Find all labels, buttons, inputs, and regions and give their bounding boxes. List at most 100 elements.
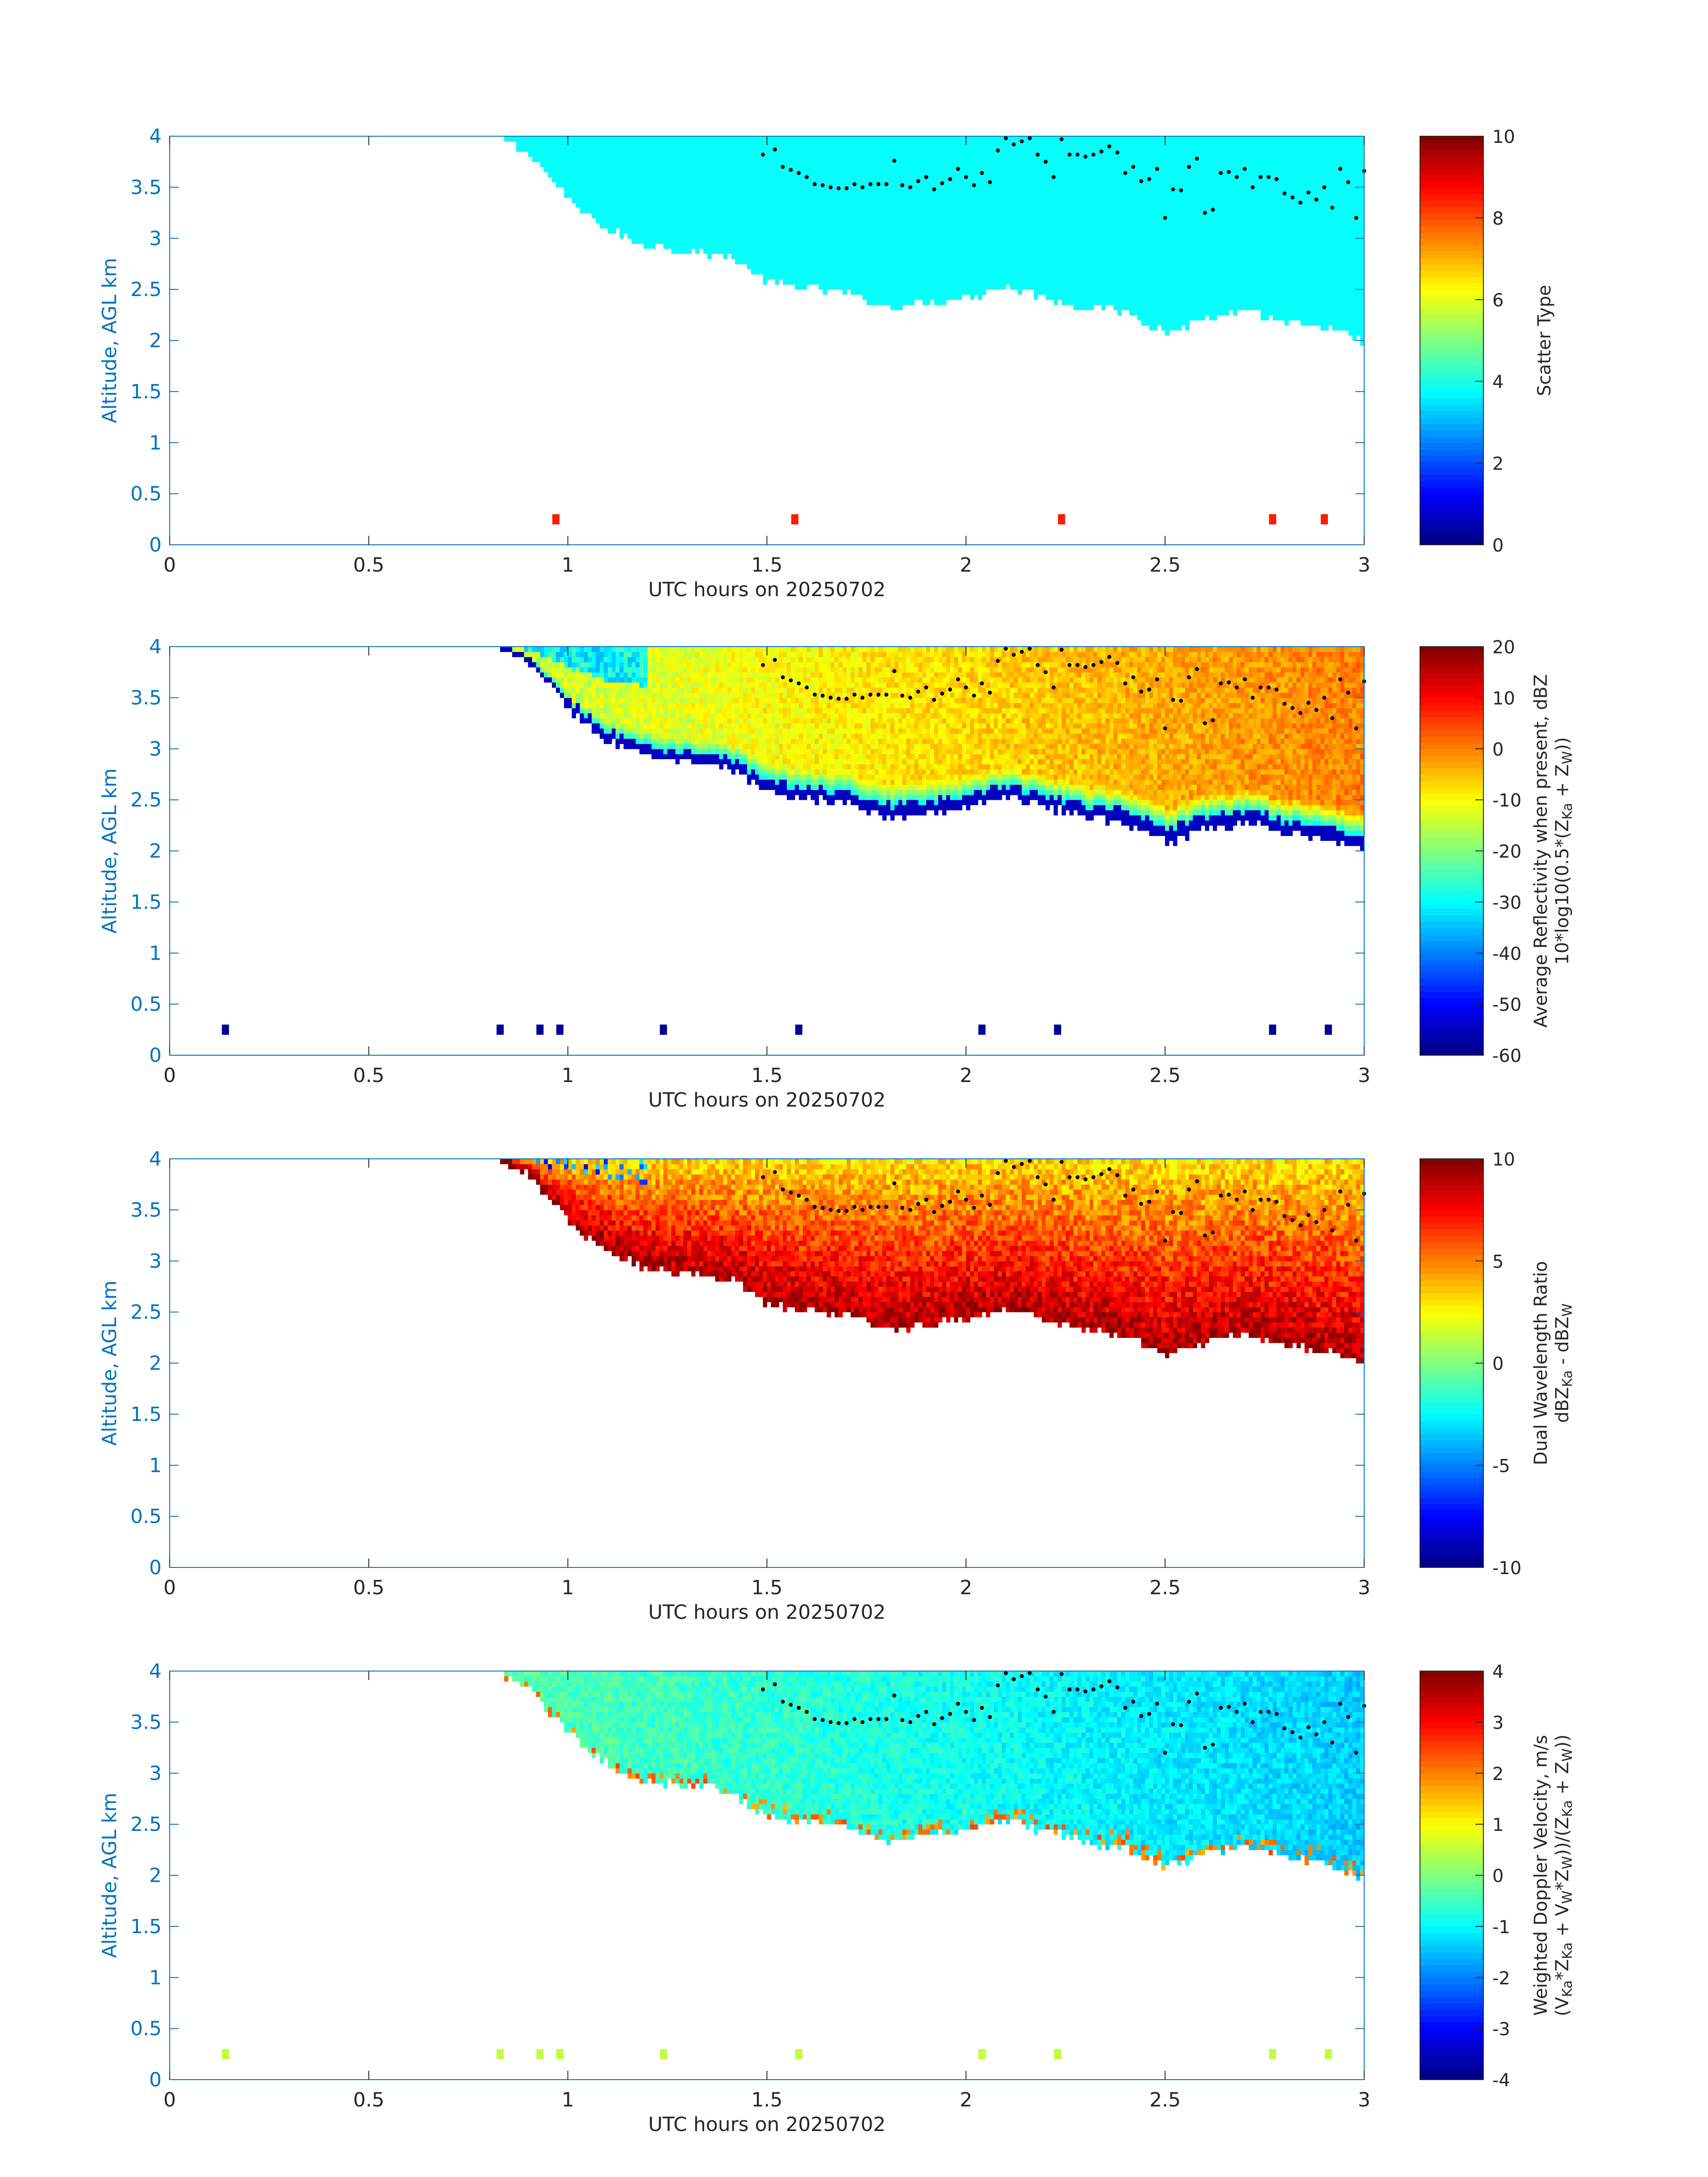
heatmap-cell	[588, 136, 592, 142]
heatmap-cell	[783, 218, 787, 223]
heatmap-cell	[691, 177, 696, 183]
heatmap-cell	[643, 136, 648, 142]
heatmap-cell	[946, 157, 951, 162]
heatmap-cell	[747, 259, 752, 264]
heatmap-cell	[1014, 182, 1018, 188]
heatmap-cell	[878, 177, 883, 183]
heatmap-cell	[1137, 146, 1142, 152]
heatmap-cell	[1141, 279, 1146, 284]
heatmap-cell	[699, 146, 704, 152]
heatmap-cell	[831, 249, 835, 254]
heatmap-cell	[723, 197, 727, 203]
heatmap-cell	[1082, 223, 1086, 228]
heatmap-cell	[1082, 203, 1086, 208]
heatmap-cell	[938, 151, 943, 157]
heatmap-cell	[863, 254, 867, 259]
heatmap-cell	[918, 279, 923, 284]
heatmap-cell	[1030, 203, 1034, 208]
heatmap-cell	[1022, 274, 1026, 280]
heatmap-cell	[974, 289, 978, 295]
heatmap-cell	[759, 146, 764, 152]
heatmap-cell	[703, 223, 708, 228]
heatmap-cell	[572, 136, 576, 142]
heatmap-cell	[998, 218, 1002, 223]
heatmap-cell	[1133, 203, 1138, 208]
heatmap-cell	[1061, 141, 1066, 146]
heatmap-cell	[954, 295, 959, 300]
heatmap-cell	[691, 208, 696, 213]
heatmap-cell	[795, 162, 799, 167]
heatmap-cell	[647, 213, 652, 218]
heatmap-cell	[739, 238, 743, 244]
heatmap-cell	[1038, 157, 1042, 162]
heatmap-cell	[763, 218, 768, 223]
heatmap-cell	[791, 264, 795, 269]
heatmap-cell	[1113, 238, 1118, 244]
heatmap-cell	[699, 177, 704, 183]
heatmap-cell	[564, 192, 568, 198]
heatmap-cell	[1090, 162, 1094, 167]
heatmap-cell	[950, 249, 955, 254]
heatmap-cell	[926, 274, 931, 280]
heatmap-cell	[1121, 284, 1126, 290]
heatmap-cell	[795, 146, 799, 152]
heatmap-cell	[672, 243, 676, 249]
heatmap-cell	[1022, 157, 1026, 162]
heatmap-cell	[552, 146, 556, 152]
heatmap-cell	[592, 187, 596, 192]
heatmap-cell	[1129, 151, 1134, 157]
heatmap-cell	[783, 203, 787, 208]
heatmap-cell	[962, 284, 966, 290]
heatmap-cell	[811, 213, 815, 218]
heatmap-cell	[954, 264, 959, 269]
heatmap-cell	[886, 243, 891, 249]
heatmap-cell	[568, 157, 572, 162]
heatmap-cell	[751, 151, 756, 157]
heatmap-cell	[624, 218, 628, 223]
heatmap-cell	[978, 192, 982, 198]
heatmap-cell	[743, 243, 748, 249]
heatmap-cell	[795, 136, 799, 142]
heatmap-cell	[1129, 136, 1134, 142]
heatmap-cell	[1057, 274, 1062, 280]
heatmap-cell	[1145, 187, 1150, 192]
heatmap-cell	[1057, 243, 1062, 249]
heatmap-cell	[942, 249, 947, 254]
heatmap-cell	[902, 269, 907, 274]
heatmap-cell	[1145, 310, 1150, 315]
heatmap-cell	[1046, 223, 1050, 228]
heatmap-cell	[966, 157, 970, 162]
heatmap-cell	[791, 269, 795, 274]
heatmap-cell	[1090, 157, 1094, 162]
heatmap-cell	[695, 218, 700, 223]
heatmap-cell	[874, 295, 879, 300]
heatmap-cell	[974, 264, 978, 269]
heatmap-cell	[958, 264, 963, 269]
heatmap-cell	[870, 162, 875, 167]
heatmap-cell	[843, 203, 847, 208]
heatmap-cell	[779, 259, 783, 264]
heatmap-cell	[966, 213, 970, 218]
heatmap-cell	[1006, 182, 1011, 188]
heatmap-cell	[1034, 269, 1038, 274]
heatmap-cell	[807, 269, 811, 274]
heatmap-cell	[894, 208, 899, 213]
heatmap-cell	[528, 136, 533, 142]
heatmap-cell	[894, 187, 899, 192]
heatmap-cell	[998, 141, 1002, 146]
heatmap-cell	[950, 233, 955, 238]
heatmap-cell	[906, 151, 911, 157]
heatmap-cell	[962, 254, 966, 259]
heatmap-cell	[1054, 279, 1058, 284]
heatmap-cell	[1061, 213, 1066, 218]
heatmap-cell	[596, 218, 600, 223]
heatmap-cell	[759, 157, 764, 162]
heatmap-cell	[1022, 151, 1026, 157]
heatmap-cell	[930, 238, 935, 244]
heatmap-cell	[831, 141, 835, 146]
heatmap-cell	[819, 213, 823, 218]
heatmap-cell	[1141, 300, 1146, 305]
heatmap-cell	[803, 259, 807, 264]
heatmap-cell	[767, 254, 772, 259]
heatmap-cell	[1145, 141, 1150, 146]
